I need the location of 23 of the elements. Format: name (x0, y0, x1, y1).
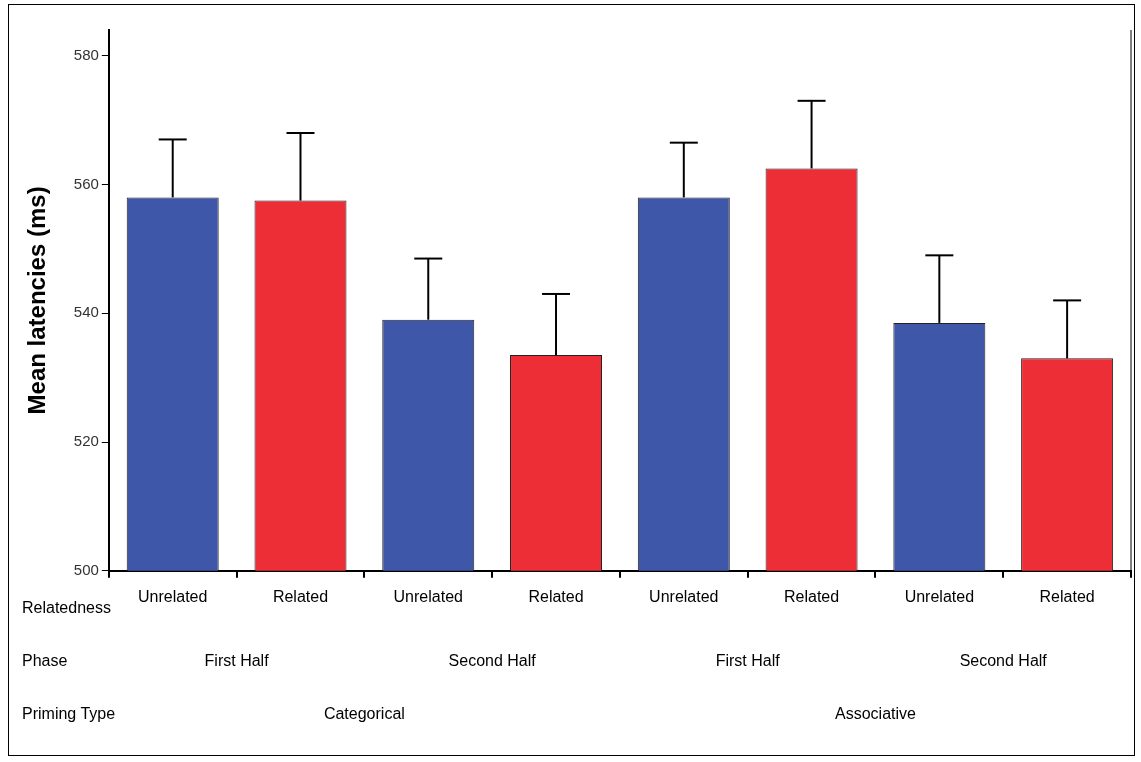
y-tick-label: 560 (73, 174, 99, 192)
text: Associative (835, 705, 917, 723)
x-tick-label: Related (783, 587, 840, 605)
text: Priming Type (22, 705, 116, 723)
y-tick-label: 580 (73, 45, 99, 63)
x-tick-label: Unrelated (393, 587, 463, 605)
x-tick-label: Unrelated (904, 587, 975, 605)
text: Second Half (959, 652, 1048, 670)
y-tick-label: 520 (73, 432, 99, 450)
text: Phase (22, 652, 68, 670)
y-tick-label: 500 (73, 560, 99, 578)
x-tick-label: Unrelated (649, 587, 719, 605)
text: First Half (204, 652, 270, 670)
x-tick-label: Related (1039, 587, 1095, 605)
text: Categorical (323, 705, 405, 723)
x-tick-label: Related (272, 587, 329, 605)
x-tick-label: Related (528, 587, 584, 605)
y-tick-label: 540 (73, 303, 99, 321)
y-axis-title: Mean latencies (ms) (23, 186, 51, 415)
text: First Half (715, 652, 781, 670)
x-tick-label: Unrelated (138, 587, 208, 605)
text: Second Half (448, 652, 537, 670)
text: Relatedness (22, 599, 111, 617)
